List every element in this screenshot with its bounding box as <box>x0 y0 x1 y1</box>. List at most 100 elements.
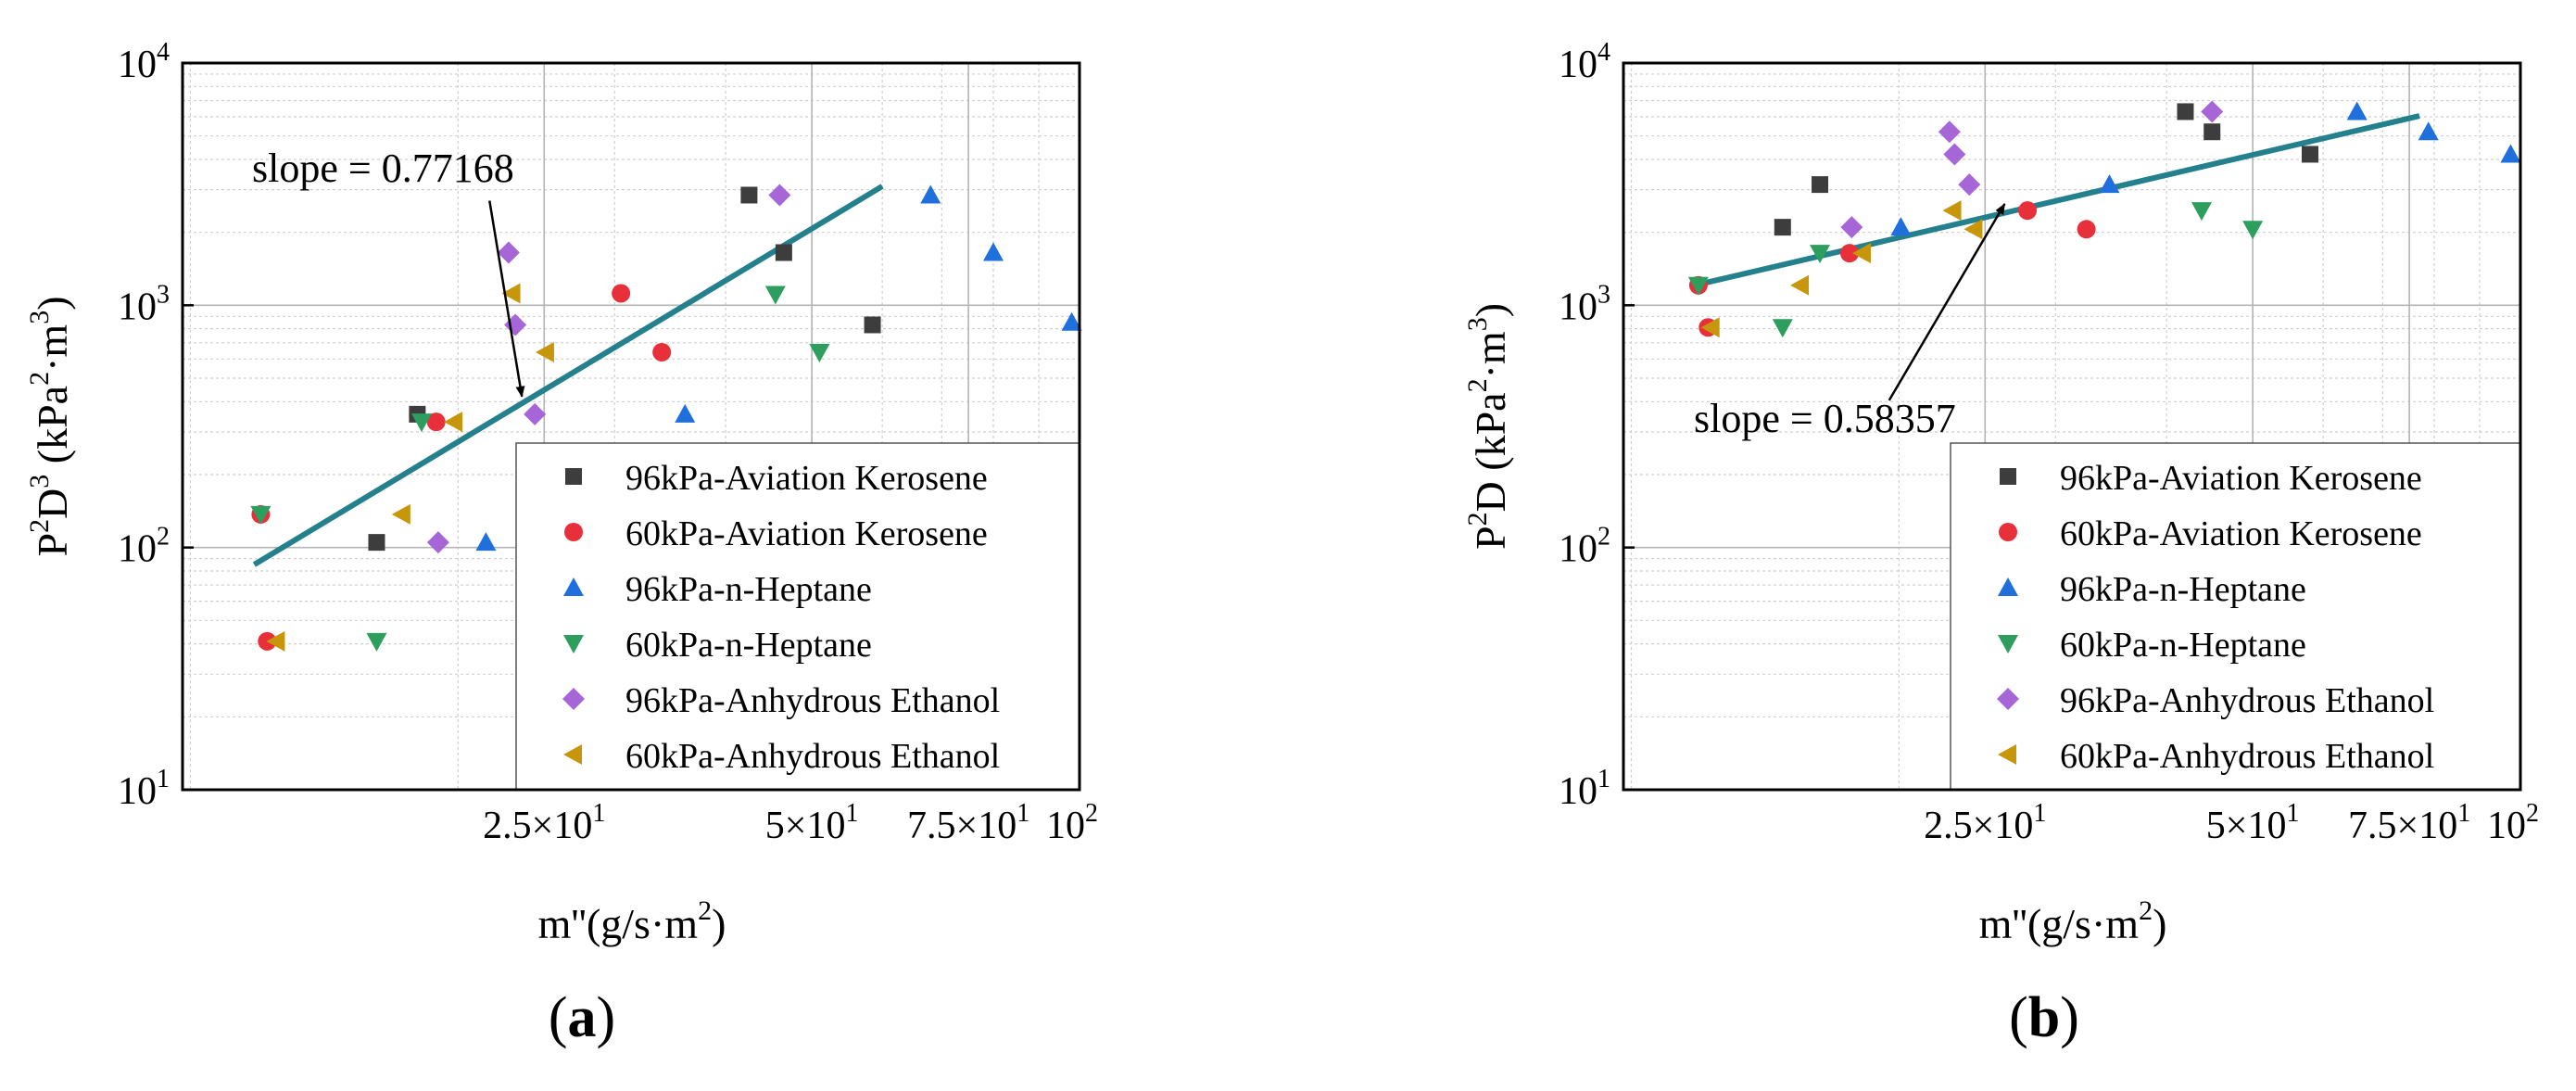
chart-a-panel-label-letter: a <box>568 986 597 1049</box>
chart-b-y-title-close: ) <box>1467 303 1514 317</box>
chart-b-y-title-d: D <box>1467 481 1514 512</box>
chart-b-legend-box <box>1950 442 2521 791</box>
chart-b-series-5-point <box>1851 243 1871 264</box>
chart-b-plot-frame <box>1622 61 2522 792</box>
chart-b-y-title-unit: (kPa <box>1467 392 1514 481</box>
chart-a-y-tick-label: 104 <box>118 38 170 86</box>
chart-b-panel-label-close: ) <box>2060 986 2079 1049</box>
chart-a-legend: 96kPa-Aviation Kerosene 60kPa-Aviation Ke… <box>515 442 1080 791</box>
chart-b-legend: 96kPa-Aviation Kerosene 60kPa-Aviation Ke… <box>1950 442 2521 791</box>
chart-b-x-axis-title-end: ) <box>2153 900 2166 947</box>
chart-a-x-tick-mantissa: 2.5×10 <box>483 805 592 847</box>
chart-a-series-0-point <box>740 186 758 204</box>
chart-a-legend-label-3: 60kPa-n-Heptane <box>625 626 872 665</box>
chart-b-series-0-point <box>2301 146 2318 163</box>
chart-b-panel-label-open: ( <box>2009 986 2028 1049</box>
chart-a-y-title-sup4: 3 <box>24 311 55 324</box>
chart-b-x-tick-exponent: 2 <box>2526 799 2539 828</box>
chart-b-series-1-point <box>2077 220 2096 239</box>
chart-b-series-3-point <box>1810 245 1831 264</box>
chart-b-y-title-sup4: 3 <box>1462 317 1493 331</box>
chart-a-series-5-point <box>535 341 554 362</box>
chart-a-x-axis-title: m''(g/s·m2) <box>538 895 726 947</box>
chart-a-series-3-point <box>410 413 432 433</box>
chart-a-series-1-point <box>652 342 672 362</box>
chart-b-legend-label-3: 60kPa-n-Heptane <box>2060 626 2306 665</box>
chart-b-x-tick-mantissa: 2.5×10 <box>1924 805 2033 847</box>
chart-b-slope-label: slope = 0.58357 <box>1694 396 1956 441</box>
chart-a-series-4-point <box>524 402 547 425</box>
chart-b-series-3-point <box>1772 319 1793 338</box>
chart-b-x-tick-exponent: 1 <box>2033 799 2046 828</box>
chart-b-y-title-p: P <box>1467 526 1514 550</box>
chart-a-y-tick-label: 102 <box>118 523 170 571</box>
chart-b-series-0-point <box>1774 219 1791 236</box>
chart-a-y-title-close: ) <box>29 296 76 310</box>
chart-b-y-tick-mantissa: 10 <box>1559 44 1597 86</box>
chart-a-legend-marker-4 <box>562 688 585 710</box>
chart-b-legend-label-2: 96kPa-n-Heptane <box>2060 570 2306 609</box>
chart-a-series-3-point <box>809 343 830 362</box>
chart-b-legend-label-0: 96kPa-Aviation Kerosene <box>2060 459 2422 498</box>
chart-a-y-tick-exponent: 1 <box>157 765 170 793</box>
chart-b-y-tick-label: 104 <box>1559 38 1610 86</box>
chart-b-legend-label-5: 60kPa-Anhydrous Ethanol <box>2060 737 2434 776</box>
chart-b-series-5-point <box>1942 200 1962 222</box>
chart-a-data-points <box>250 184 1082 652</box>
chart-b-x-axis-title-text: m''(g/s·m <box>1979 900 2140 947</box>
chart-a-x-axis-title-sup: 2 <box>698 895 712 926</box>
chart-a-series-0-point <box>775 244 792 261</box>
chart-b-series-3-point <box>2242 221 2264 240</box>
chart-a-y-title-sup3: 2 <box>24 372 55 386</box>
chart-a-series-1-point <box>612 284 631 303</box>
chart-b-x-axis-title-sup: 2 <box>2139 895 2153 926</box>
chart-a-series-2-point <box>920 184 941 204</box>
chart-b-legend-label-1: 60kPa-Aviation Kerosene <box>2060 514 2422 553</box>
chart-b-y-title-sup1: 2 <box>1462 512 1493 526</box>
chart-b-series-5-point <box>1700 317 1720 338</box>
chart-b-series-0-point <box>2177 103 2194 121</box>
chart-a-legend-marker-5 <box>563 744 582 765</box>
chart-a-y-tick-exponent: 3 <box>157 280 170 309</box>
chart-b-x-tick-label: 7.5×101 <box>2348 799 2470 847</box>
chart-b-x-tick-label: 2.5×101 <box>1924 799 2046 847</box>
chart-b-y-title-sup3: 2 <box>1462 378 1493 392</box>
chart-b-series-2-point <box>2099 174 2120 194</box>
chart-a-y-tick-exponent: 2 <box>157 523 170 552</box>
chart-a-legend-marker-0 <box>565 468 582 485</box>
chart-a-series-2-point <box>983 242 1004 261</box>
chart-b-series-4-point <box>2201 100 2224 123</box>
chart-a-series-5-point <box>444 412 463 433</box>
chart-a-series-3-point <box>250 505 271 525</box>
chart-b-series-0-point <box>2203 123 2221 141</box>
chart-a-series-1-point <box>426 412 446 432</box>
chart-a-series-5-point <box>266 630 285 652</box>
chart-a-series-4-point <box>497 241 520 264</box>
chart-b-series-4-point <box>1958 173 1981 197</box>
chart-b-y-tick-mantissa: 10 <box>1559 528 1597 571</box>
chart-a-series-0-point <box>368 534 385 552</box>
chart-a-y-tick-mantissa: 10 <box>118 44 157 86</box>
chart-a-legend-label-0: 96kPa-Aviation Kerosene <box>625 459 988 498</box>
chart-a-slope-arrow <box>488 200 525 398</box>
chart-b-panel-label-letter: b <box>2028 986 2060 1049</box>
chart-b-legend-marker-2 <box>1998 577 2018 596</box>
chart-a-legend-label-4: 96kPa-Anhydrous Ethanol <box>625 681 1000 720</box>
chart-b-legend-marker-0 <box>2000 468 2016 485</box>
chart-b-y-tick-exponent: 2 <box>1597 523 1610 552</box>
chart-a-series-2-point <box>1061 311 1082 331</box>
chart-a-legend-marker-1 <box>564 523 583 541</box>
chart-a-y-title-unit: (kPa <box>29 386 76 475</box>
chart-b-y-tick-exponent: 1 <box>1597 765 1610 793</box>
chart-b-y-tick-mantissa: 10 <box>1559 770 1597 813</box>
chart-a-legend-label-1: 60kPa-Aviation Kerosene <box>625 514 988 553</box>
chart-a-series-5-point <box>391 503 410 525</box>
chart-b-legend-label-4: 96kPa-Anhydrous Ethanol <box>2060 681 2434 720</box>
chart-b-series-0-point <box>1812 176 1829 194</box>
chart-a-y-title-sup1: 2 <box>24 519 55 533</box>
chart-a-series-4-point <box>426 531 449 554</box>
chart-b-y-tick-exponent: 3 <box>1597 280 1610 309</box>
chart-b-y-tick-label: 101 <box>1559 765 1610 813</box>
